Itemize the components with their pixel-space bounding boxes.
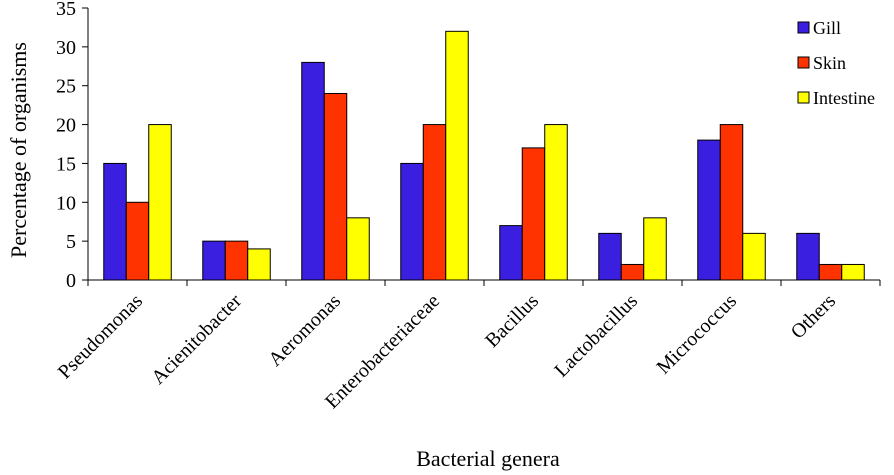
bar-gill-enterobacteriaceae [400,162,424,281]
legend-swatch-intestine [797,91,810,104]
bar-skin-aeromonas [323,92,348,281]
bar-intestine-acienitobacter [247,248,271,281]
legend-label-skin: Skin [813,53,846,73]
bar-skin-acienitobacter [224,240,249,281]
bar-gill-acienitobacter [202,240,226,281]
y-tick-label: 30 [56,37,76,59]
category-label: Micrococcus [652,290,741,379]
x-axis-title: Bacterial genera [416,446,560,471]
bar-intestine-micrococcus [742,232,766,281]
category-label: Aeromonas [264,290,345,371]
category-label: Others [787,290,840,343]
category-label: Acienitobacter [147,290,246,389]
category-label: Lactobacillus [550,290,642,382]
bar-intestine-enterobacteriaceae [445,30,469,281]
bar-skin-micrococcus [719,124,744,281]
legend: Gill Skin Intestine [797,18,875,108]
category-label: Pseudomonas [54,290,147,383]
x-axis [87,279,881,286]
bar-gill-lactobacillus [598,232,622,281]
category-labels: Pseudomonas Acienitobacter AeromonasEntero… [54,290,840,413]
bar-gill-bacillus [499,225,523,281]
bar-intestine-aeromonas [346,217,370,281]
y-tick-label: 35 [56,0,76,20]
y-tick-label: 20 [56,115,76,137]
bar-gill-others [796,232,820,281]
bar-gill-pseudomonas [103,162,127,281]
bar-gill-aeromonas [301,61,325,281]
legend-label-gill: Gill [813,18,841,38]
y-tick-label: 10 [56,192,76,214]
bar-intestine-lactobacillus [643,217,667,281]
y-tick-label: 5 [66,231,76,253]
bar-gill-micrococcus [697,139,721,281]
bar-intestine-bacillus [544,124,568,281]
y-tick-label: 0 [66,270,76,292]
bar-skin-others [818,263,843,281]
y-axis-title: Percentage of organisms [6,42,31,258]
y-tick-label: 25 [56,76,76,98]
legend-label-intestine: Intestine [813,88,875,108]
bar-skin-bacillus [521,147,546,281]
bar-intestine-pseudomonas [148,124,172,281]
bar-intestine-others [841,263,865,281]
legend-swatch-gill [797,21,810,34]
bars [103,30,865,281]
y-tick-label: 15 [56,153,76,175]
category-label: Bacillus [481,290,543,352]
legend-swatch-skin [797,56,810,69]
bar-skin-enterobacteriaceae [422,124,447,281]
y-axis: 0 5 10 15 20 25 30 35 [56,0,89,292]
bar-skin-pseudomonas [125,201,150,281]
bar-skin-lactobacillus [620,263,645,281]
